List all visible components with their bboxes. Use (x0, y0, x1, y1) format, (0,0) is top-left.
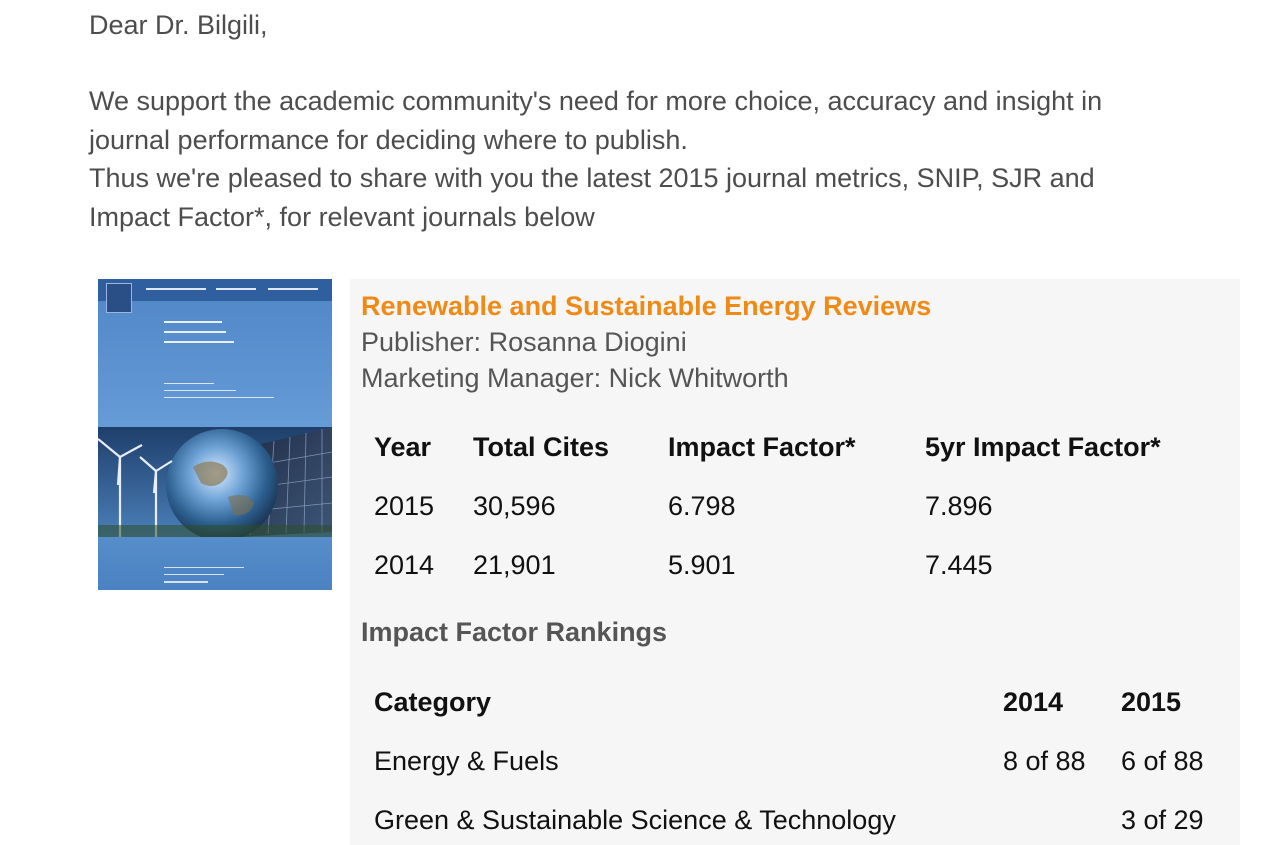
rankings-header-category: Category (374, 687, 492, 717)
intro-line: We support the academic community's need… (89, 86, 1103, 116)
rankings-header-2014: 2014 (1003, 687, 1064, 717)
rankings-cell-category: Green & Sustainable Science & Technology (374, 805, 896, 835)
metrics-header-5yr-impact-factor: 5yr Impact Factor* (925, 432, 1161, 462)
rankings-heading: Impact Factor Rankings (361, 617, 668, 647)
greeting: Dear Dr. Bilgili, (89, 10, 268, 40)
cover-footer-graphic (164, 567, 244, 589)
metrics-cell-5yr-impact-factor: 7.896 (925, 491, 993, 521)
metrics-header-year: Year (374, 432, 432, 462)
metrics-cell-impact-factor: 5.901 (668, 550, 736, 580)
cover-title-graphic (164, 321, 234, 351)
rankings-header-2015: 2015 (1121, 687, 1182, 717)
earth-windmill-solar-icon (98, 427, 332, 537)
cover-header-bar (98, 279, 332, 301)
publisher-logo-icon (106, 283, 132, 313)
metrics-cell-total-cites: 21,901 (473, 550, 556, 580)
metrics-cell-year: 2015 (374, 491, 435, 521)
publisher-line: Publisher: Rosanna Diogini (361, 327, 687, 357)
metrics-cell-total-cites: 30,596 (473, 491, 556, 521)
rankings-cell-category: Energy & Fuels (374, 746, 559, 776)
journal-title-link[interactable]: Renewable and Sustainable Energy Reviews (361, 291, 932, 321)
journal-cover-image[interactable] (98, 279, 332, 590)
rankings-cell-2015: 6 of 88 (1121, 746, 1204, 776)
rankings-cell-2014: 8 of 88 (1003, 746, 1086, 776)
intro-line: Impact Factor*, for relevant journals be… (89, 201, 595, 232)
cover-editor-graphic (164, 383, 274, 404)
journal-info-panel: Renewable and Sustainable Energy Reviews… (350, 279, 1240, 845)
intro-paragraph: We support the academic community's need… (89, 82, 1249, 236)
marketing-manager-line: Marketing Manager: Nick Whitworth (361, 363, 789, 393)
intro-line: Thus we're pleased to share with you the… (89, 163, 1095, 193)
metrics-cell-year: 2014 (374, 550, 435, 580)
metrics-cell-5yr-impact-factor: 7.445 (925, 550, 993, 580)
intro-line: journal performance for deciding where t… (89, 124, 688, 155)
metrics-cell-impact-factor: 6.798 (668, 491, 736, 521)
metrics-header-total-cites: Total Cites (473, 432, 610, 462)
rankings-cell-2015: 3 of 29 (1121, 805, 1204, 835)
metrics-header-impact-factor: Impact Factor* (668, 432, 856, 462)
